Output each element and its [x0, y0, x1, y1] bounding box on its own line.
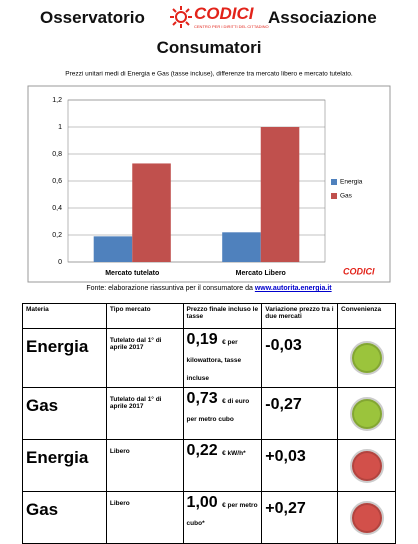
title-line2: Consumatori: [156, 38, 262, 57]
column-header: Variazione prezzo tra i due mercati: [261, 303, 339, 329]
legend-label: Gas: [340, 193, 353, 200]
logo: CODICI CENTRO PER I DIRITTI DEL CITTADIN…: [168, 4, 269, 32]
unita: € kW/h*: [222, 450, 246, 457]
table-row: Energia Tutelato dal 1° di aprile 2017 0,1…: [22, 328, 396, 388]
y-tick-label: 0,2: [52, 232, 62, 239]
convenienza-cell: [337, 387, 396, 440]
header-row: Materia Tipo mercato Prezzo finale incluso…: [22, 303, 396, 329]
prezzo-cell: 0,73 € di euro per metro cubo: [182, 387, 263, 440]
materia-cell: Gas: [22, 491, 107, 544]
legend-swatch: [331, 179, 337, 185]
prezzo: 1,00: [186, 494, 218, 511]
convenienza-indicator: [349, 341, 384, 375]
x-tick-label: Mercato Libero: [236, 270, 286, 277]
variazione-cell: +0,27: [261, 491, 339, 544]
logo-name: CODICI: [194, 4, 254, 23]
logo-icon: [170, 6, 192, 28]
materia-cell: Energia: [22, 439, 107, 492]
prezzo-cell: 0,22 € kW/h*: [182, 439, 263, 492]
plot-area: [67, 99, 326, 263]
source-text: Fonte: elaborazione riassuntiva per il c…: [86, 285, 255, 292]
column-header: Tipo mercato: [105, 303, 184, 329]
convenienza-indicator: [349, 396, 384, 431]
page: Osservatorio CODICI CENTRO PER I DIRITTI…: [0, 4, 418, 544]
unita: € per metro cubo*: [186, 502, 258, 527]
title-right: Associazione: [268, 8, 377, 27]
materia-cell: Energia: [22, 328, 107, 388]
convenienza-cell: [337, 491, 396, 544]
variazione-cell: -0,03: [261, 328, 339, 388]
tipo-cell: Libero: [105, 491, 184, 544]
convenienza-cell: [337, 328, 396, 388]
variazione-cell: +0,03: [261, 439, 339, 492]
table: Materia Tipo mercato Prezzo finale incluso…: [22, 303, 396, 544]
convenienza-cell: [337, 439, 396, 492]
y-tick-label: 1: [58, 124, 62, 131]
column-header: Prezzo finale incluso le tasse: [182, 303, 263, 329]
prezzo-cell: 1,00 € per metro cubo*: [182, 491, 263, 544]
chart-logo: CODICI: [343, 266, 375, 276]
bar: [222, 232, 261, 262]
prezzo: 0,73: [186, 390, 218, 407]
legend-swatch: [331, 193, 337, 199]
convenienza-indicator: [349, 448, 384, 483]
title-left: Osservatorio: [40, 8, 145, 27]
chart-title: Prezzi unitari medi di Energia e Gas (ta…: [65, 71, 353, 78]
unita: € per kilowattora, tasse incluse: [186, 339, 242, 382]
y-tick-label: 0,8: [52, 151, 62, 158]
logo-tagline: CENTRO PER I DIRITTI DEL CITTADINO: [194, 24, 269, 29]
table-row: Energia Libero 0,22 € kW/h* +0,03: [22, 439, 396, 492]
prezzo-cell: 0,19 € per kilowattora, tasse incluse: [182, 328, 263, 388]
bar: [260, 127, 300, 262]
table-row: Gas Tutelato dal 1° di aprile 2017 0,73 € …: [22, 387, 396, 440]
y-tick-label: 0: [58, 259, 62, 266]
convenienza-indicator: [349, 500, 384, 535]
prezzo: 0,19: [186, 331, 218, 348]
source: Fonte: elaborazione riassuntiva per il c…: [0, 285, 418, 292]
prezzo: 0,22: [186, 442, 218, 459]
y-tick-label: 0,6: [52, 178, 62, 185]
x-tick-label: Mercato tutelato: [105, 270, 159, 277]
tipo-cell: Tutelato dal 1° di aprile 2017: [105, 387, 184, 440]
materia-cell: Gas: [22, 387, 107, 440]
chart: Prezzi unitari medi di Energia e Gas (ta…: [27, 71, 391, 283]
legend-label: Energia: [340, 179, 363, 186]
chart-frame: [27, 85, 391, 283]
source-link[interactable]: www.autorita.energia.it: [254, 285, 332, 292]
y-tick-label: 0,4: [52, 205, 62, 212]
unita: € di euro per metro cubo: [186, 398, 250, 423]
tipo-cell: Libero: [105, 439, 184, 492]
column-header: Convenienza: [337, 303, 396, 329]
tipo-cell: Tutelato dal 1° di aprile 2017: [105, 328, 184, 388]
column-header: Materia: [22, 303, 107, 329]
table-row: Gas Libero 1,00 € per metro cubo* +0,27: [22, 491, 396, 544]
bar: [132, 163, 171, 262]
variazione-cell: -0,27: [261, 387, 339, 440]
y-tick-label: 1,2: [52, 97, 62, 104]
bar: [93, 236, 133, 262]
